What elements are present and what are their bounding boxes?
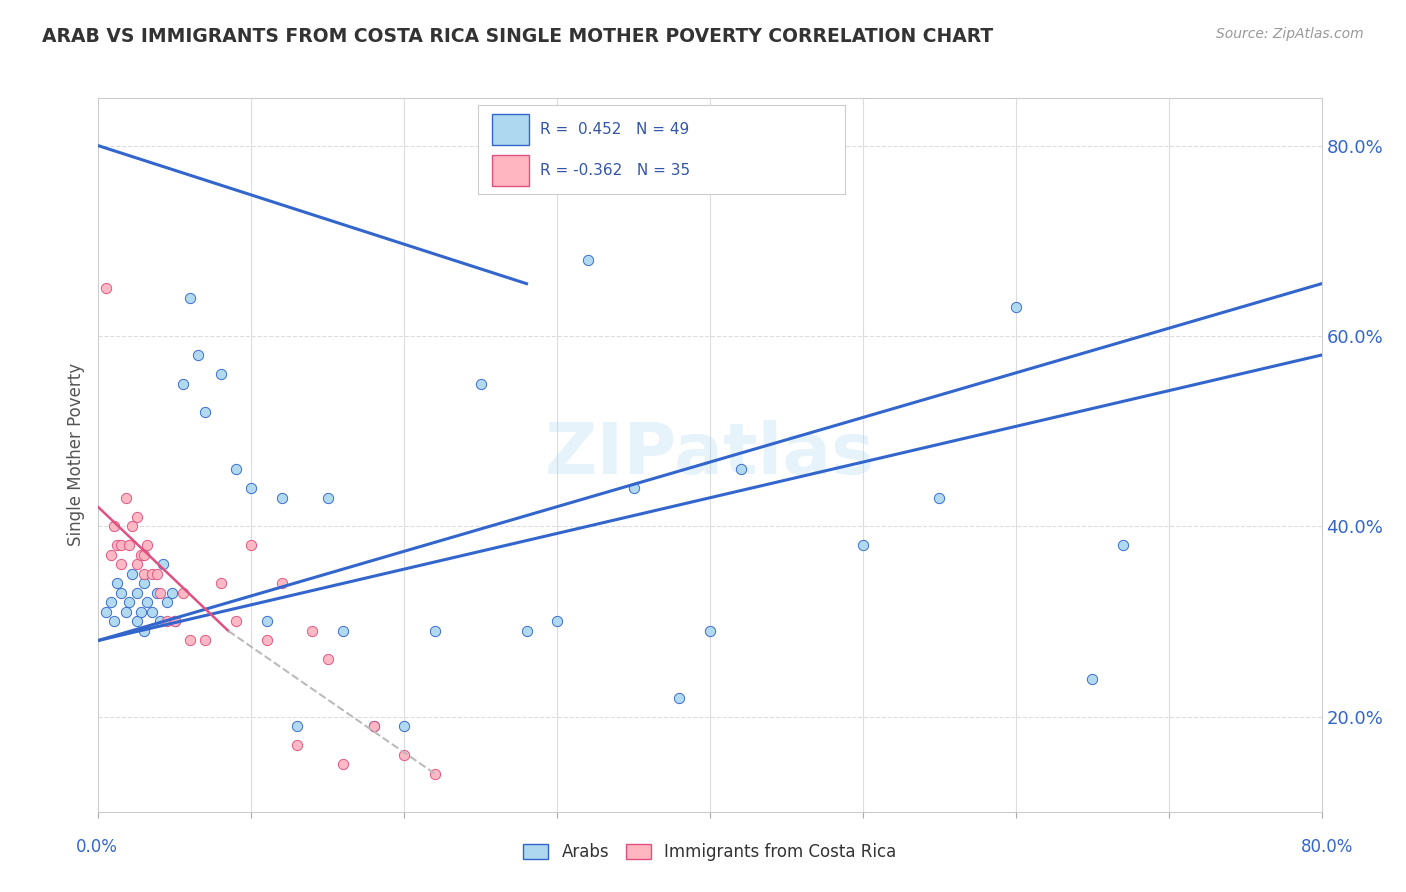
Point xyxy=(623,481,645,495)
Point xyxy=(118,595,141,609)
Point xyxy=(160,586,183,600)
Point xyxy=(134,566,156,581)
Text: ARAB VS IMMIGRANTS FROM COSTA RICA SINGLE MOTHER POVERTY CORRELATION CHART: ARAB VS IMMIGRANTS FROM COSTA RICA SINGL… xyxy=(42,27,994,45)
Point xyxy=(363,719,385,733)
Point xyxy=(149,586,172,600)
Point xyxy=(110,586,132,600)
Point xyxy=(301,624,323,638)
Point xyxy=(125,586,148,600)
Text: ZIPatlas: ZIPatlas xyxy=(546,420,875,490)
Point xyxy=(152,558,174,572)
Point xyxy=(145,566,167,581)
Legend: Arabs, Immigrants from Costa Rica: Arabs, Immigrants from Costa Rica xyxy=(517,837,903,868)
Point xyxy=(141,566,163,581)
Point xyxy=(163,615,186,629)
Point xyxy=(187,348,209,362)
Point xyxy=(516,624,538,638)
Point xyxy=(470,376,492,391)
Point xyxy=(100,548,122,562)
Point xyxy=(110,538,132,552)
Point xyxy=(256,615,278,629)
Point xyxy=(225,615,247,629)
Point xyxy=(134,624,156,638)
Point xyxy=(129,605,152,619)
Point xyxy=(332,757,354,772)
Point xyxy=(94,281,117,295)
Point xyxy=(100,595,122,609)
Point xyxy=(103,615,125,629)
Text: 0.0%: 0.0% xyxy=(76,838,118,855)
Point xyxy=(285,719,308,733)
Text: Source: ZipAtlas.com: Source: ZipAtlas.com xyxy=(1216,27,1364,41)
Point xyxy=(194,633,217,648)
Point xyxy=(125,509,148,524)
Y-axis label: Single Mother Poverty: Single Mother Poverty xyxy=(67,363,86,547)
Point xyxy=(136,538,159,552)
Point xyxy=(576,252,599,267)
Point xyxy=(1004,301,1026,315)
Point xyxy=(103,519,125,533)
Point xyxy=(156,595,179,609)
Point xyxy=(156,615,179,629)
Point xyxy=(423,624,446,638)
Point xyxy=(316,491,339,505)
Point xyxy=(136,595,159,609)
Point xyxy=(118,538,141,552)
Point xyxy=(392,747,416,762)
Text: 80.0%: 80.0% xyxy=(1301,838,1354,855)
Point xyxy=(134,548,156,562)
Point xyxy=(668,690,690,705)
Point xyxy=(256,633,278,648)
Point xyxy=(179,633,201,648)
Point xyxy=(110,558,132,572)
Point xyxy=(105,538,128,552)
Point xyxy=(225,462,247,476)
Point xyxy=(423,766,446,780)
Point xyxy=(852,538,875,552)
Point xyxy=(125,615,148,629)
Point xyxy=(141,605,163,619)
Point xyxy=(94,605,117,619)
Point xyxy=(240,481,263,495)
Point xyxy=(730,462,752,476)
Point xyxy=(172,376,194,391)
Point xyxy=(115,491,138,505)
Point xyxy=(105,576,128,591)
Point xyxy=(172,586,194,600)
Point xyxy=(332,624,354,638)
Point xyxy=(179,291,201,305)
Point xyxy=(121,566,143,581)
Point xyxy=(240,538,263,552)
Point xyxy=(134,576,156,591)
Point xyxy=(1081,672,1104,686)
Point xyxy=(270,576,292,591)
Point xyxy=(699,624,721,638)
Point xyxy=(363,719,385,733)
Point xyxy=(125,558,148,572)
Point xyxy=(194,405,217,419)
Point xyxy=(149,615,172,629)
Point xyxy=(163,615,186,629)
Point xyxy=(1112,538,1135,552)
Point xyxy=(928,491,950,505)
Point xyxy=(129,548,152,562)
Point xyxy=(209,576,232,591)
Point xyxy=(546,615,568,629)
Point xyxy=(392,719,416,733)
Point xyxy=(145,586,167,600)
Point xyxy=(115,605,138,619)
Point xyxy=(316,652,339,666)
Point xyxy=(209,367,232,381)
Point xyxy=(270,491,292,505)
Point xyxy=(121,519,143,533)
Point xyxy=(285,738,308,752)
